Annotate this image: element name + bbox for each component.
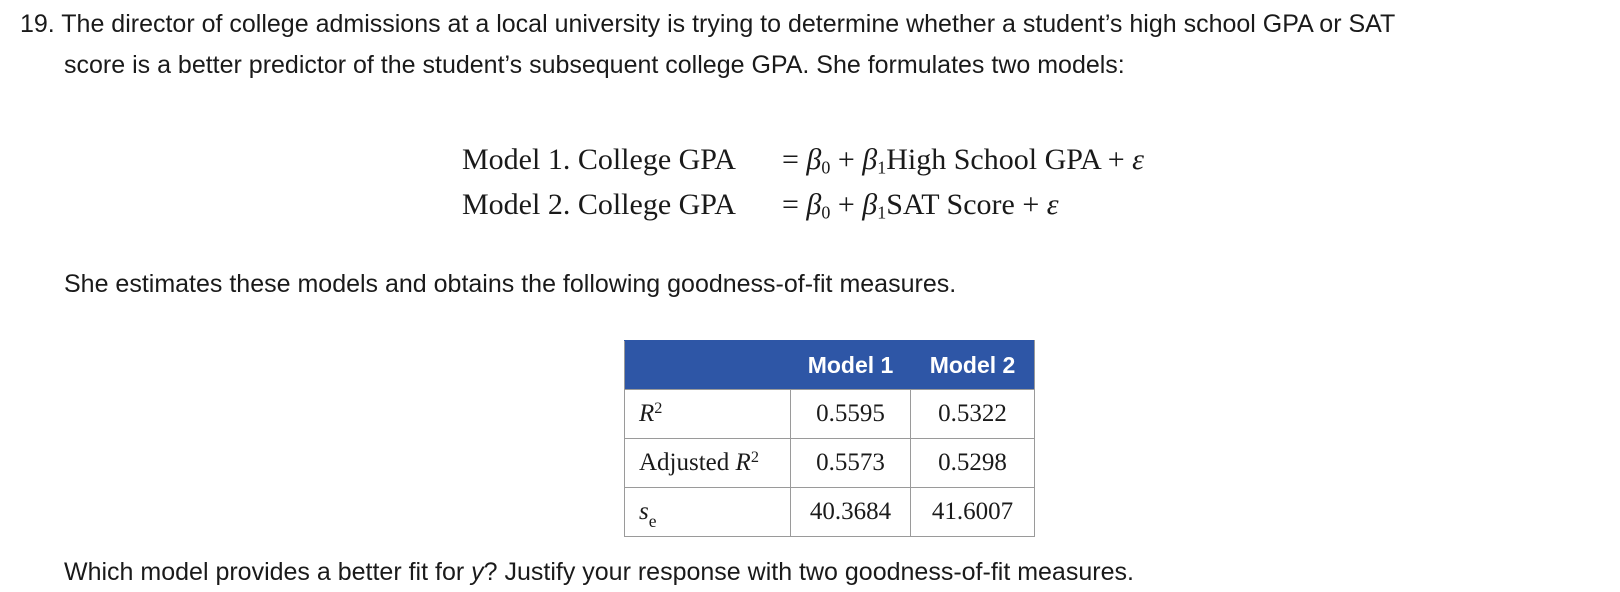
question-line-2: score is a better predictor of the stude…: [64, 51, 1125, 79]
goodness-of-fit-table: Model 1 Model 2 R2 0.5595 0.5322 Adjuste…: [624, 340, 1035, 537]
model-2-rhs: = β0 + β1SAT Score + ε: [782, 188, 1059, 223]
row-label-r-squared: R2: [624, 389, 791, 439]
model-1-rhs: = β0 + β1High School GPA + ε: [782, 143, 1144, 178]
question-line-1-text: The director of college admissions at a …: [61, 10, 1396, 38]
cell-model-1-standard-error: 40.3684: [790, 487, 911, 537]
row-label-adjusted-r-squared: Adjusted R2: [624, 438, 791, 488]
table-header-model-2: Model 2: [910, 340, 1035, 390]
table-header-blank: [624, 340, 791, 390]
cell-model-2-adjusted-r-squared: 0.5298: [910, 438, 1035, 488]
row-label-standard-error: se: [624, 487, 791, 537]
cell-model-1-adjusted-r-squared: 0.5573: [790, 438, 911, 488]
table-header-row: Model 1 Model 2: [624, 340, 1035, 390]
cell-model-2-r-squared: 0.5322: [910, 389, 1035, 439]
question-number: 19.: [20, 10, 55, 38]
final-question: Which model provides a better fit for y?…: [64, 558, 1134, 586]
table-header-model-1: Model 1: [790, 340, 911, 390]
cell-model-1-r-squared: 0.5595: [790, 389, 911, 439]
model-1-lhs: Model 1. College GPA: [462, 143, 736, 176]
question-line-1: 19. The director of college admissions a…: [20, 4, 1600, 45]
model-2-predictor: SAT Score: [886, 188, 1015, 221]
model-1-predictor: High School GPA: [886, 143, 1101, 176]
question-text: 19. The director of college admissions a…: [20, 4, 1600, 86]
model-2-equation: Model 2. College GPA = β0 + β1SAT Score …: [462, 182, 1144, 227]
cell-model-2-standard-error: 41.6007: [910, 487, 1035, 537]
table-row: Adjusted R2 0.5573 0.5298: [624, 438, 1035, 488]
table-row: se 40.3684 41.6007: [624, 487, 1035, 537]
estimate-text: She estimates these models and obtains t…: [64, 270, 957, 298]
variable-y: y: [471, 558, 484, 586]
model-1-equation: Model 1. College GPA = β0 + β1High Schoo…: [462, 137, 1144, 182]
model-equations: Model 1. College GPA = β0 + β1High Schoo…: [462, 137, 1144, 227]
model-2-lhs: Model 2. College GPA: [462, 188, 736, 221]
table-row: R2 0.5595 0.5322: [624, 389, 1035, 439]
